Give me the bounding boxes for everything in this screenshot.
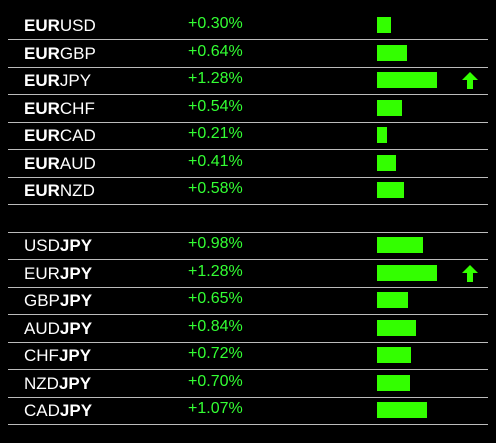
up-arrow bbox=[462, 72, 478, 89]
base-currency: EUR bbox=[24, 181, 60, 200]
quote-currency: JPY bbox=[59, 71, 92, 90]
quote-currency: CAD bbox=[59, 126, 96, 145]
change-label: +0.64% bbox=[188, 42, 243, 60]
pair-name: GBPJPY bbox=[24, 291, 92, 311]
change-bar bbox=[377, 402, 428, 418]
change-label: +0.65% bbox=[188, 290, 243, 307]
pair-row: EURAUD +0.41% bbox=[8, 150, 488, 178]
pair-row: EURUSD +0.30% bbox=[8, 12, 488, 40]
change-bar bbox=[377, 182, 405, 198]
quote-currency: JPY bbox=[59, 236, 93, 255]
change-label: +0.21% bbox=[188, 125, 243, 142]
pair-name: CHFJPY bbox=[24, 346, 91, 366]
quote-currency: JPY bbox=[58, 346, 92, 365]
quote-currency: JPY bbox=[59, 291, 93, 310]
base-currency: AUD bbox=[24, 318, 60, 338]
change-bar bbox=[377, 264, 438, 281]
pair-name: AUDJPY bbox=[24, 319, 92, 339]
change-label: +0.58% bbox=[188, 180, 243, 197]
base-currency: CHF bbox=[24, 346, 59, 365]
base-currency: USD bbox=[24, 236, 60, 255]
change-bar bbox=[377, 44, 408, 61]
base-currency: EUR bbox=[24, 126, 60, 145]
quote-currency: JPY bbox=[59, 263, 93, 283]
spacer-row bbox=[8, 205, 488, 233]
pair-name: EURAUD bbox=[24, 154, 96, 174]
pair-row: AUDJPY +0.84% bbox=[8, 315, 488, 343]
quote-currency: GBP bbox=[59, 43, 96, 63]
pair-row: EURNZD +0.58% bbox=[8, 177, 488, 205]
pair-row: NZDJPY +0.70% bbox=[8, 370, 488, 398]
change-label: +0.84% bbox=[188, 317, 243, 335]
base-currency: EUR bbox=[24, 263, 60, 283]
change-label: +0.72% bbox=[188, 345, 243, 362]
pair-name: CADJPY bbox=[24, 401, 92, 421]
change-bar bbox=[377, 17, 392, 33]
base-currency: EUR bbox=[24, 43, 60, 63]
change-label: +0.30% bbox=[188, 15, 243, 32]
change-bar bbox=[377, 72, 438, 88]
change-label: +1.28% bbox=[188, 70, 243, 87]
change-bar bbox=[377, 237, 424, 253]
base-currency: NZD bbox=[24, 373, 59, 393]
quote-currency: USD bbox=[59, 16, 96, 35]
pair-row: EURCAD +0.21% bbox=[8, 122, 488, 150]
pair-row: CADJPY +1.07% bbox=[8, 397, 488, 425]
change-bar bbox=[377, 347, 411, 363]
change-label: +1.07% bbox=[188, 400, 243, 417]
quote-currency: CHF bbox=[59, 98, 95, 118]
base-currency: CAD bbox=[24, 401, 60, 420]
pair-name: NZDJPY bbox=[24, 374, 91, 394]
change-label: +0.70% bbox=[188, 372, 243, 390]
base-currency: EUR bbox=[24, 16, 60, 35]
change-bar bbox=[377, 292, 408, 308]
pair-name: EURJPY bbox=[24, 264, 92, 284]
change-bar bbox=[377, 374, 410, 391]
change-bar bbox=[377, 99, 403, 116]
change-label: +0.41% bbox=[188, 152, 243, 170]
pair-row: EURCHF +0.54% bbox=[8, 95, 488, 123]
pair-row: GBPJPY +0.65% bbox=[8, 287, 488, 315]
pair-name: EURUSD bbox=[24, 16, 96, 36]
change-label: +0.98% bbox=[188, 235, 243, 252]
base-currency: EUR bbox=[24, 153, 60, 173]
pair-row: EURGBP +0.64% bbox=[8, 40, 488, 68]
change-label: +1.28% bbox=[188, 262, 243, 280]
change-bar bbox=[377, 319, 417, 336]
pair-name: EURJPY bbox=[24, 71, 91, 91]
arrow-shape bbox=[462, 264, 478, 282]
pair-row: EURJPY +1.28% bbox=[8, 67, 488, 95]
base-currency: EUR bbox=[24, 71, 60, 90]
pair-row: USDJPY +0.98% bbox=[8, 232, 488, 260]
change-bar bbox=[377, 127, 387, 143]
pair-name: EURCHF bbox=[24, 99, 95, 119]
pair-name: EURNZD bbox=[24, 181, 95, 201]
pair-name: USDJPY bbox=[24, 236, 92, 256]
quote-currency: JPY bbox=[59, 401, 93, 420]
base-currency: GBP bbox=[24, 291, 60, 310]
pair-row: CHFJPY +0.72% bbox=[8, 342, 488, 370]
quote-currency: JPY bbox=[58, 373, 92, 393]
pair-name: EURGBP bbox=[24, 44, 96, 64]
up-arrow bbox=[462, 264, 478, 282]
pair-name: EURCAD bbox=[24, 126, 96, 146]
arrow-shape bbox=[462, 72, 478, 89]
quote-currency: NZD bbox=[59, 181, 95, 200]
pair-row: EURJPY +1.28% bbox=[8, 260, 488, 288]
change-label: +0.54% bbox=[188, 97, 243, 115]
quote-currency: JPY bbox=[59, 318, 93, 338]
change-bar bbox=[377, 154, 397, 171]
base-currency: EUR bbox=[24, 98, 60, 118]
quote-currency: AUD bbox=[59, 153, 96, 173]
